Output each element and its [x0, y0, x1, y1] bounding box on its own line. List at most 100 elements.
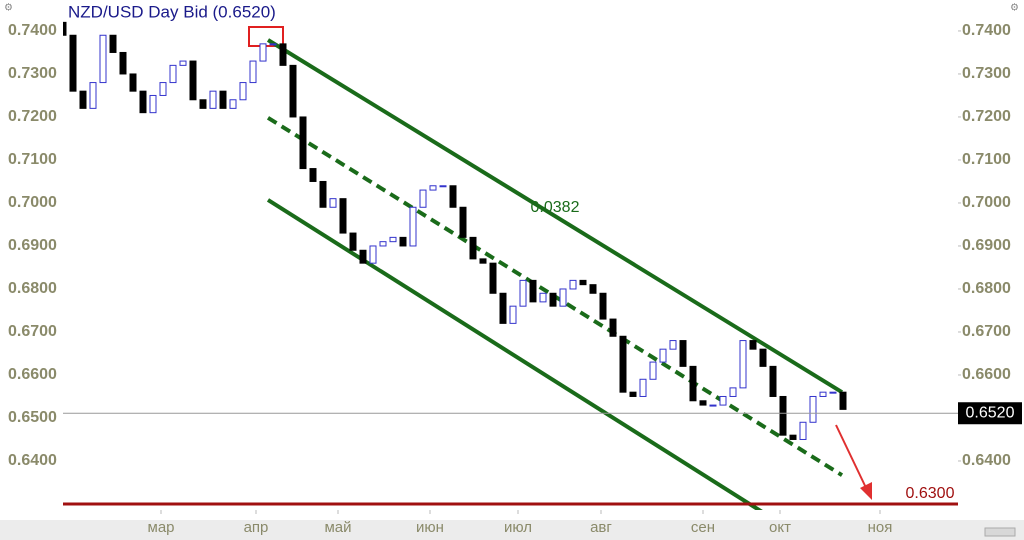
candle-body: [289, 64, 297, 118]
candle-body: [129, 73, 137, 92]
candle-body: [349, 232, 357, 251]
trendline: [266, 38, 844, 394]
level-label: 0.6300: [906, 485, 955, 502]
candle-body: [499, 292, 507, 324]
scroll-thumb[interactable]: [984, 527, 1016, 537]
y-tick-label-right: 0.7400: [962, 22, 1011, 39]
candle-body: [169, 64, 177, 84]
candle-body: [709, 404, 717, 407]
candle-body: [149, 94, 157, 114]
y-tick-label-right: 0.7200: [962, 108, 1011, 125]
corner-icon[interactable]: ⚙: [4, 3, 13, 14]
candle-body: [69, 34, 77, 92]
candle-body: [559, 288, 567, 307]
y-tick-label: 0.6800: [8, 280, 57, 297]
candle-body: [589, 284, 597, 294]
x-tick-label: окт: [769, 519, 791, 536]
candle-body: [469, 236, 477, 260]
x-tick-label: июл: [504, 519, 532, 536]
y-tick-label: 0.7000: [8, 194, 57, 211]
candle-body: [489, 262, 497, 294]
y-tick-label-right: 0.7300: [962, 65, 1011, 82]
candle-body: [219, 90, 227, 109]
scrollbar[interactable]: [0, 520, 1024, 540]
candle-body: [679, 340, 687, 367]
candle-body: [609, 318, 617, 337]
candle-body: [159, 82, 167, 96]
candle-body: [139, 90, 147, 114]
candle-body: [399, 236, 407, 247]
candle-body: [63, 21, 67, 36]
candle-body: [209, 90, 217, 109]
candle-body: [639, 378, 647, 397]
candle-body: [239, 82, 247, 101]
candle-body: [479, 258, 487, 264]
highlight-box: [248, 26, 284, 47]
y-tick-label: 0.6900: [8, 237, 57, 254]
x-tick-label: сен: [691, 519, 715, 536]
y-tick-label: 0.6600: [8, 366, 57, 383]
candle-body: [509, 305, 517, 324]
candle-body: [259, 43, 267, 62]
candle-body: [759, 348, 767, 367]
candle-body: [389, 236, 397, 243]
arrow-head: [860, 482, 872, 500]
candle-body: [199, 99, 207, 109]
candle-body: [359, 249, 367, 264]
candle-body: [819, 391, 827, 397]
candle-body: [109, 34, 117, 53]
candle-body: [379, 241, 387, 247]
candle-body: [299, 116, 307, 170]
candle-body: [789, 434, 797, 440]
candle-body: [269, 43, 277, 46]
y-tick-label-right: 0.6900: [962, 237, 1011, 254]
candle-body: [179, 60, 187, 66]
candle-body: [189, 60, 197, 101]
candle-body: [279, 43, 287, 66]
candle-body: [549, 292, 557, 307]
x-tick-label: ноя: [868, 519, 893, 536]
x-tick-label: июн: [416, 519, 444, 536]
candle-body: [529, 279, 537, 303]
candle-body: [619, 335, 627, 393]
candle-body: [749, 340, 757, 350]
candle-body: [829, 391, 837, 394]
candle-body: [809, 395, 817, 423]
candle-body: [79, 90, 87, 109]
arrow: [835, 424, 869, 493]
x-tick-label: май: [324, 519, 351, 536]
candle-body: [369, 245, 377, 264]
candle-body: [319, 180, 327, 208]
chart-title: NZD/USD Day Bid (0.6520): [68, 2, 276, 21]
candle-body: [729, 387, 737, 397]
candle-body: [769, 365, 777, 397]
candle-body: [579, 279, 587, 286]
candle-body: [429, 185, 437, 191]
candle-body: [569, 279, 577, 290]
candle-body: [539, 292, 547, 303]
candle-body: [669, 340, 677, 350]
y-tick-label: 0.6700: [8, 323, 57, 340]
y-tick-label-right: 0.6400: [962, 452, 1011, 469]
x-tick-label: авг: [590, 519, 612, 536]
candle-body: [339, 198, 347, 234]
candle-body: [519, 279, 527, 307]
candle-body: [699, 400, 707, 406]
y-tick-label-right: 0.6600: [962, 366, 1011, 383]
y-tick-label: 0.7200: [8, 108, 57, 125]
candle-body: [839, 391, 847, 410]
candle-body: [459, 206, 467, 238]
annotation: 0.0382: [531, 199, 580, 216]
y-tick-label: 0.7100: [8, 151, 57, 168]
y-tick-label-right: 0.7100: [962, 151, 1011, 168]
candle-body: [119, 51, 127, 75]
candle-body: [99, 34, 107, 84]
y-tick-label-right: 0.6700: [962, 323, 1011, 340]
candle-body: [249, 60, 257, 84]
corner-icon[interactable]: ⚙: [1010, 3, 1019, 14]
candle-body: [649, 361, 657, 380]
candle-body: [409, 206, 417, 247]
candle-body: [799, 421, 807, 440]
candle-body: [309, 168, 317, 182]
